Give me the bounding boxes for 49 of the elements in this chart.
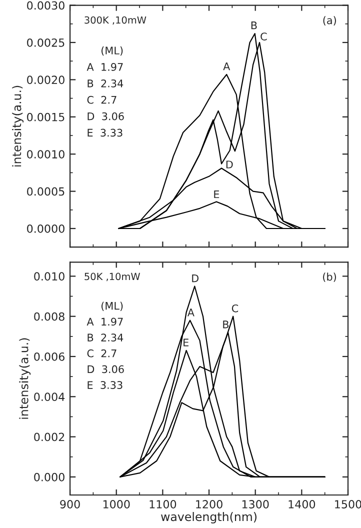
annotation: B: [251, 22, 257, 30]
annotation: (a): [323, 16, 336, 26]
annotation: D 3.06: [88, 112, 124, 120]
x-tick-label: 1300: [242, 500, 269, 508]
annotation: B: [223, 320, 229, 328]
y-axis-title: intensity(a.u.): [19, 338, 31, 419]
y-tick-label: 0.0015: [27, 112, 64, 122]
y-tick-label: 0.004: [34, 392, 65, 402]
annotation: D: [226, 160, 233, 168]
y-tick-label: 0.002: [34, 432, 64, 442]
y-axis-title: intensity(a.u.): [12, 86, 24, 166]
annotation: D: [192, 274, 199, 282]
x-tick-label: 900: [60, 500, 80, 508]
annotation: A 1.97: [86, 63, 123, 71]
x-tick-label: 1200: [196, 500, 222, 508]
annotation: D 3.06: [88, 365, 124, 374]
annotation: (ML): [102, 46, 123, 56]
y-tick-label: 0.0000: [27, 224, 64, 233]
annotation: A: [223, 62, 230, 70]
annotation: E: [184, 338, 188, 346]
y-tick-label: 0.006: [34, 352, 64, 361]
x-tick-label: 1400: [288, 500, 316, 508]
x-tick-label: 1500: [335, 500, 361, 508]
annotation: A: [187, 308, 194, 316]
y-tick-label: 0.0020: [27, 76, 64, 84]
x-axis-title: wavelength(nm): [161, 512, 256, 524]
annotation: E 3.33: [88, 381, 122, 389]
annotation: A 1.97: [86, 318, 123, 326]
annotation: B 2.34: [88, 79, 124, 88]
annotation: 50K ,10mW: [84, 272, 140, 282]
y-tick-label: 0.000: [34, 472, 64, 482]
x-tick-label: 1100: [150, 500, 176, 508]
x-tick-label: 1000: [103, 500, 130, 508]
y-tick-label: 0.0005: [27, 187, 64, 196]
y-tick-label: 0.0030: [27, 1, 64, 10]
annotation: E: [214, 190, 220, 198]
annotation: C: [260, 32, 267, 40]
annotation: (b): [323, 272, 336, 282]
annotation: C 2.7: [87, 349, 116, 358]
y-tick-label: 0.0010: [27, 150, 64, 158]
annotation: (ML): [102, 302, 123, 312]
y-tick-label: 0.0025: [27, 38, 64, 47]
annotation: B 2.34: [88, 334, 124, 342]
annotation: E 3.33: [88, 128, 122, 137]
y-tick-label: 0.008: [34, 312, 64, 321]
annotation: C: [232, 304, 238, 312]
annotation: 300K ,10mW: [84, 16, 146, 25]
y-tick-label: 0.010: [34, 272, 64, 281]
annotation: C 2.7: [87, 96, 116, 104]
